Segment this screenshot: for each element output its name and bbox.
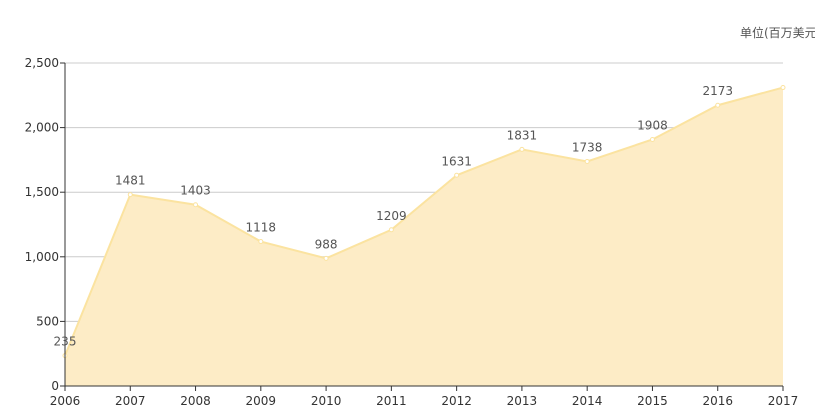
data-point (193, 202, 199, 208)
x-tick-label: 2014 (572, 394, 603, 408)
x-tick-label: 2011 (376, 394, 407, 408)
data-label: 1118 (246, 221, 277, 235)
data-point (649, 136, 655, 142)
data-point (584, 158, 590, 164)
data-point (454, 172, 460, 178)
data-point (715, 102, 721, 108)
data-point (323, 255, 329, 261)
data-label: 1738 (572, 140, 603, 154)
data-point (258, 239, 264, 245)
data-point (780, 85, 786, 91)
x-tick-label: 2016 (702, 394, 733, 408)
data-label: 235 (54, 335, 77, 349)
x-tick-label: 2007 (115, 394, 146, 408)
x-tick-label: 2015 (637, 394, 668, 408)
y-tick-label: 1,000 (25, 250, 59, 264)
data-label: 1209 (376, 209, 407, 223)
x-tick-label: 2008 (180, 394, 211, 408)
series-line (64, 86, 784, 357)
data-label: 1908 (637, 118, 668, 132)
area-fill (65, 87, 783, 386)
y-tick-label: 2,500 (25, 56, 59, 70)
x-tick-label: 2010 (311, 394, 342, 408)
data-label: 1481 (115, 174, 146, 188)
x-tick-label: 2009 (246, 394, 277, 408)
data-point (127, 192, 133, 198)
data-label: 1831 (507, 128, 538, 142)
y-tick-label: 1,500 (25, 185, 59, 199)
data-point (388, 227, 394, 233)
x-tick-label: 2006 (50, 394, 81, 408)
x-tick-label: 2012 (441, 394, 472, 408)
y-tick-label: 0 (51, 379, 59, 393)
data-label: 1403 (180, 184, 211, 198)
y-tick-label: 500 (36, 314, 59, 328)
data-point (519, 146, 525, 152)
data-label: 988 (315, 237, 338, 251)
y-tick-label: 2,000 (25, 121, 59, 135)
x-tick-label: 2017 (768, 394, 799, 408)
x-tick-label: 2013 (507, 394, 538, 408)
data-label: 2173 (702, 84, 733, 98)
unit-label: 单位(百万美元 (740, 26, 815, 40)
data-label: 1631 (441, 154, 472, 168)
